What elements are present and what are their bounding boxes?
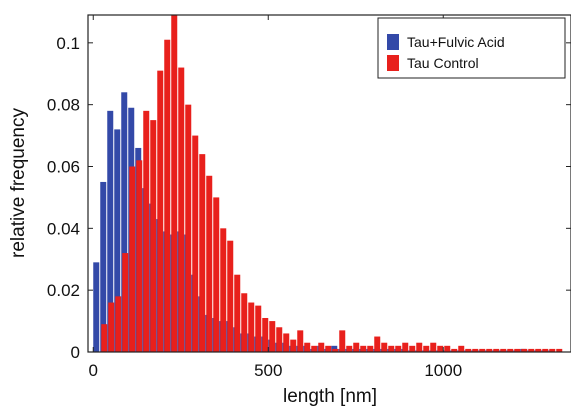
bar-tau-control-580 (297, 330, 304, 352)
bar-tau-control-840 (388, 345, 395, 352)
bar-tau-control-260 (185, 104, 192, 352)
bar-tau-fulvic-acid-80 (114, 129, 121, 352)
bar-tau-control-1320 (556, 348, 563, 352)
bar-tau-control-240 (178, 67, 185, 352)
legend-swatch-tau-control (387, 55, 399, 71)
bar-tau-control-1080 (472, 348, 479, 352)
bar-tau-control-740 (353, 342, 360, 352)
bar-tau-fulvic-acid-40 (100, 181, 107, 352)
bar-tau-control-920 (416, 342, 423, 352)
bar-tau-control-1300 (549, 348, 556, 352)
bar-tau-control-1160 (500, 348, 507, 352)
bar-tau-control-1100 (479, 348, 486, 352)
bar-tau-control-140 (143, 110, 150, 352)
bar-tau-fulvic-acid-100 (121, 92, 128, 352)
x-tick-label: 1000 (424, 361, 462, 380)
bar-tau-control-40 (108, 302, 115, 352)
bar-tau-control-1120 (486, 348, 493, 352)
y-tick-label: 0.08 (47, 96, 80, 115)
bar-tau-control-1060 (465, 348, 472, 352)
bar-tau-control-320 (206, 175, 213, 352)
bar-tau-control-400 (234, 274, 241, 352)
bar-tau-control-620 (311, 345, 318, 352)
legend-swatch-tau-fulvic-acid (387, 34, 399, 50)
y-axis-label: relative frequency (8, 108, 29, 258)
bar-tau-control-760 (360, 345, 367, 352)
y-tick-label: 0.02 (47, 281, 80, 300)
x-tick-label: 500 (254, 361, 282, 380)
bar-tau-control-1020 (451, 348, 458, 352)
bar-tau-control-520 (276, 327, 283, 352)
bar-tau-control-1220 (521, 348, 528, 352)
bar-tau-control-1240 (528, 348, 535, 352)
legend-label-tau-control: Tau Control (407, 55, 479, 71)
bar-tau-control-600 (304, 342, 311, 352)
bar-tau-control-460 (255, 305, 262, 352)
bar-tau-control-1000 (444, 345, 451, 352)
bar-tau-control-1180 (507, 348, 514, 352)
bar-tau-control-360 (220, 228, 227, 352)
bar-tau-control-800 (374, 336, 381, 352)
bar-tau-control-780 (367, 345, 374, 352)
bar-tau-control-340 (213, 197, 220, 352)
x-tick-label: 0 (89, 361, 98, 380)
bar-tau-control-100 (129, 166, 136, 352)
x-axis-ticks: 0 500 1000 (89, 15, 462, 380)
bar-tau-control-160 (150, 120, 157, 353)
bar-tau-control-1200 (514, 348, 521, 352)
bar-tau-control-860 (395, 345, 402, 352)
bar-tau-control-1140 (493, 348, 500, 352)
y-tick-label: 0.06 (47, 157, 80, 176)
bar-tau-control-120 (136, 160, 143, 352)
y-tick-label: 0 (71, 343, 80, 362)
bar-tau-control-480 (262, 317, 269, 352)
bar-tau-control-420 (241, 293, 248, 352)
bar-tau-control-880 (402, 342, 409, 352)
bar-tau-control-820 (381, 342, 388, 352)
bar-tau-control-980 (437, 345, 444, 352)
y-axis-ticks: 0 0.02 0.04 0.06 0.08 0.1 (47, 34, 571, 362)
bar-tau-control-940 (423, 345, 430, 352)
bar-tau-control-660 (325, 345, 332, 352)
bar-tau-control-500 (269, 321, 276, 352)
bar-tau-control-1280 (542, 348, 549, 352)
y-tick-label: 0.04 (47, 219, 80, 238)
bar-tau-control-700 (339, 330, 346, 352)
bar-tau-control-560 (290, 339, 297, 352)
bar-tau-control-280 (192, 135, 199, 352)
bar-tau-fulvic-acid-60 (107, 110, 114, 352)
bar-tau-control-80 (122, 253, 129, 352)
bar-tau-control-680 (332, 348, 339, 352)
bar-tau-control-960 (430, 342, 437, 352)
bar-tau-control-60 (115, 296, 122, 352)
bar-tau-control-1040 (458, 345, 465, 352)
bar-tau-control-180 (157, 70, 164, 353)
bar-tau-control-540 (283, 333, 290, 352)
bar-tau-control-300 (199, 154, 206, 352)
series-tau-control-bars (101, 15, 563, 353)
x-axis-label: length [nm] (283, 386, 377, 407)
bar-tau-control-900 (409, 345, 416, 352)
bar-tau-control-1260 (535, 348, 542, 352)
legend: Tau+Fulvic Acid Tau Control (377, 17, 566, 79)
bar-tau-control-220 (171, 15, 178, 352)
bar-tau-control-380 (227, 240, 234, 352)
bar-tau-control-640 (318, 342, 325, 352)
bar-tau-control-200 (164, 39, 171, 352)
bar-tau-control-20 (101, 324, 108, 352)
bar-tau-control-440 (248, 302, 255, 352)
legend-label-tau-fulvic-acid: Tau+Fulvic Acid (407, 34, 505, 50)
bar-tau-control-720 (346, 345, 353, 352)
bar-tau-fulvic-acid-20 (93, 262, 100, 352)
plot-area-frame (87, 14, 571, 353)
y-tick-label: 0.1 (56, 34, 80, 53)
legend-box (377, 17, 566, 79)
